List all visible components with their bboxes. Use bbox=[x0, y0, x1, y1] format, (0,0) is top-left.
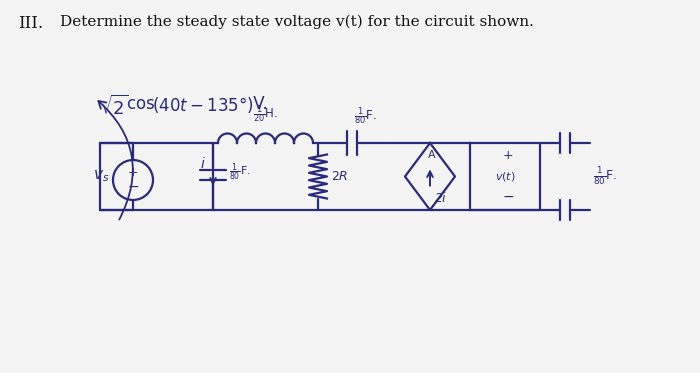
Text: $v_s$: $v_s$ bbox=[93, 168, 109, 184]
Text: $\left(40t-135°\right)$: $\left(40t-135°\right)$ bbox=[152, 95, 253, 115]
Text: $\frac{1}{80}$F.: $\frac{1}{80}$F. bbox=[593, 166, 617, 188]
FancyArrowPatch shape bbox=[99, 101, 133, 220]
Text: $\mathrm{cos}$: $\mathrm{cos}$ bbox=[121, 95, 155, 113]
Text: $\frac{1}{80}$F.: $\frac{1}{80}$F. bbox=[354, 105, 377, 127]
Text: III.: III. bbox=[18, 15, 43, 32]
Text: i: i bbox=[200, 157, 204, 172]
Text: $v(t)$: $v(t)$ bbox=[495, 170, 515, 183]
Text: +: + bbox=[503, 149, 513, 162]
Text: A: A bbox=[428, 150, 436, 160]
Text: V.: V. bbox=[248, 95, 267, 113]
Text: Determine the steady state voltage v(t) for the circuit shown.: Determine the steady state voltage v(t) … bbox=[60, 15, 534, 29]
Text: $\sqrt{2}$: $\sqrt{2}$ bbox=[100, 95, 128, 119]
Text: $2\mathit{R}$: $2\mathit{R}$ bbox=[331, 170, 349, 183]
Text: $\frac{1}{20}$H.: $\frac{1}{20}$H. bbox=[253, 103, 278, 125]
Text: −: − bbox=[502, 190, 514, 204]
Text: +: + bbox=[127, 166, 139, 179]
Text: −: − bbox=[127, 180, 139, 194]
Text: $\frac{1}{80}$F.: $\frac{1}{80}$F. bbox=[229, 162, 251, 183]
Text: 2i: 2i bbox=[435, 192, 447, 206]
